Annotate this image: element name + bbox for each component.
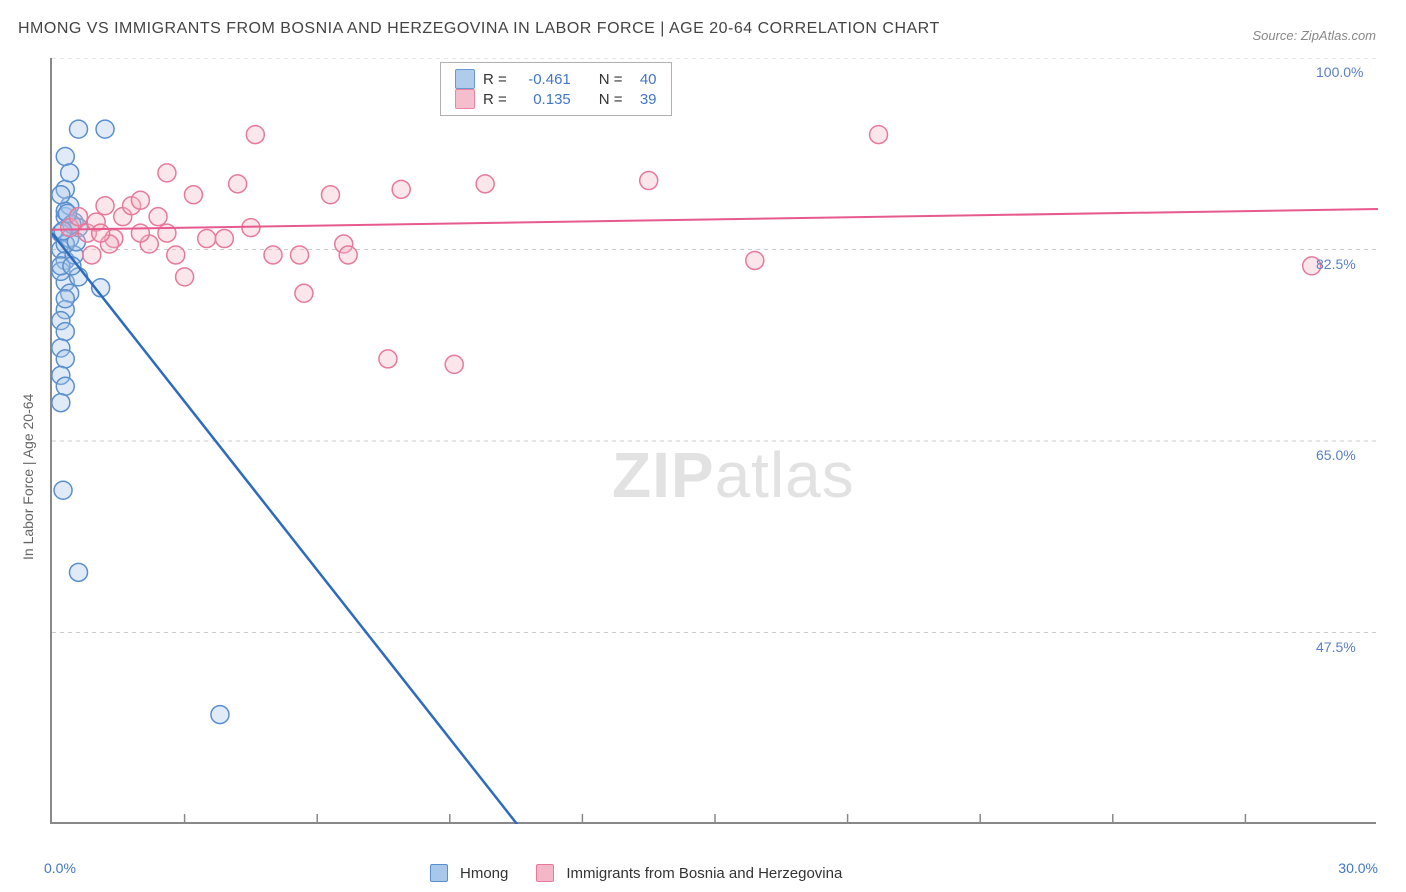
y-tick-label: 47.5% [1316, 639, 1356, 655]
legend-swatch [455, 89, 475, 109]
legend-n-value: 39 [631, 91, 657, 108]
legend-series-label: Immigrants from Bosnia and Herzegovina [566, 865, 842, 882]
y-tick-label: 65.0% [1316, 447, 1356, 463]
legend-top-row: R = 0.135 N = 39 [455, 89, 657, 109]
legend-top-row: R = -0.461 N = 40 [455, 69, 657, 89]
legend-swatch [536, 864, 554, 882]
legend-r-value: -0.461 [515, 71, 571, 88]
legend-r-label: R = [483, 71, 507, 88]
series-legend: Hmong Immigrants from Bosnia and Herzegov… [430, 864, 858, 882]
legend-n-value: 40 [631, 71, 657, 88]
source-attribution: Source: ZipAtlas.com [1252, 28, 1376, 43]
legend-r-value: 0.135 [515, 91, 571, 108]
correlation-legend: R = -0.461 N = 40 R = 0.135 N = 39 [440, 62, 672, 116]
legend-series-label: Hmong [460, 865, 508, 882]
plot-area: ZIPatlas [50, 58, 1376, 824]
chart-title: HMONG VS IMMIGRANTS FROM BOSNIA AND HERZ… [18, 20, 940, 38]
legend-swatch [430, 864, 448, 882]
y-tick-label: 82.5% [1316, 256, 1356, 272]
scatter-svg [52, 58, 1378, 824]
legend-n-label: N = [599, 71, 623, 88]
legend-r-label: R = [483, 91, 507, 108]
x-axis-min-label: 0.0% [44, 860, 76, 876]
legend-swatch [455, 69, 475, 89]
legend-n-label: N = [599, 91, 623, 108]
x-axis-max-label: 30.0% [1338, 860, 1378, 876]
y-axis-label: In Labor Force | Age 20-64 [20, 394, 36, 560]
y-tick-label: 100.0% [1316, 64, 1363, 80]
